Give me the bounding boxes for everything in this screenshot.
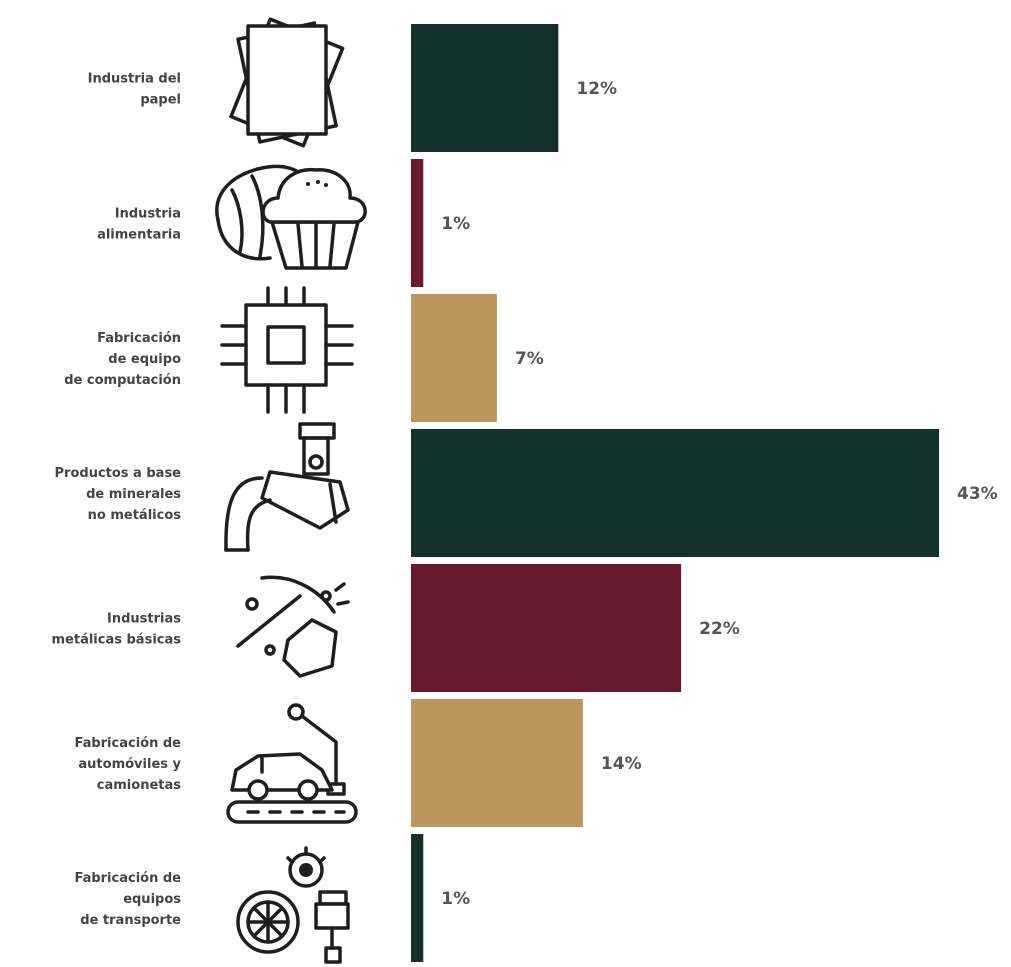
bar-6 bbox=[411, 699, 583, 827]
category-label-line: Fabricación bbox=[97, 331, 181, 346]
value-label-6: 14% bbox=[601, 754, 642, 774]
bars bbox=[411, 24, 939, 962]
category-labels: Industria del papel Industria alimentaria Fa… bbox=[52, 72, 182, 929]
category-label-1: Industria del papel bbox=[88, 72, 181, 108]
bar-4 bbox=[411, 429, 939, 557]
bar-2 bbox=[411, 159, 424, 287]
microchip-icon bbox=[220, 286, 354, 414]
category-label-line: de equipo bbox=[108, 352, 181, 367]
value-label-7: 1% bbox=[441, 889, 470, 909]
value-label-3: 7% bbox=[515, 349, 544, 369]
category-icons bbox=[215, 17, 367, 964]
category-label-line: Productos a base bbox=[55, 466, 182, 481]
value-label-2: 1% bbox=[441, 214, 470, 234]
category-label-line: Industrias bbox=[107, 612, 181, 627]
category-label-line: automóviles y bbox=[78, 757, 181, 772]
category-label-7: Fabricación de equipos de transporte bbox=[74, 871, 181, 928]
category-label-line: metálicas básicas bbox=[52, 633, 182, 648]
category-label-6: Fabricación de automóviles y camionetas bbox=[74, 736, 181, 793]
category-label-line: Fabricación de bbox=[74, 736, 181, 751]
category-label-line: alimentaria bbox=[97, 228, 181, 243]
category-label-line: no metálicos bbox=[88, 508, 182, 523]
car-assembly-robot-icon bbox=[226, 703, 358, 824]
pickaxe-ore-icon bbox=[236, 575, 350, 678]
bread-muffin-icon bbox=[215, 164, 367, 270]
category-label-4: Productos a base de minerales no metálicos bbox=[55, 466, 182, 523]
paper-stack-icon bbox=[229, 17, 345, 148]
category-label-line: Industria del bbox=[88, 72, 181, 87]
category-label-line: Fabricación de bbox=[74, 871, 181, 886]
value-label-5: 22% bbox=[699, 619, 740, 639]
category-label-line: Industria bbox=[115, 207, 181, 222]
category-label-3: Fabricación de equipo de computación bbox=[64, 331, 181, 388]
value-label-4: 43% bbox=[957, 484, 998, 504]
category-label-line: camionetas bbox=[97, 778, 181, 793]
bar-3 bbox=[411, 294, 497, 422]
cement-pour-icon bbox=[224, 422, 350, 552]
category-label-5: Industrias metálicas básicas bbox=[52, 612, 182, 648]
value-label-1: 12% bbox=[576, 79, 617, 99]
category-label-2: Industria alimentaria bbox=[97, 207, 181, 243]
bar-7 bbox=[411, 834, 424, 962]
bar-1 bbox=[411, 24, 559, 152]
category-label-line: equipos bbox=[123, 892, 181, 907]
value-labels: 12% 1% 7% 43% 22% 14% 1% bbox=[441, 79, 997, 909]
wheel-gear-engine-icon bbox=[236, 846, 350, 964]
category-label-line: de minerales bbox=[86, 487, 181, 502]
category-label-line: papel bbox=[140, 93, 181, 108]
bar-5 bbox=[411, 564, 682, 692]
category-label-line: de computación bbox=[64, 373, 181, 388]
category-label-line: de transporte bbox=[80, 913, 181, 928]
